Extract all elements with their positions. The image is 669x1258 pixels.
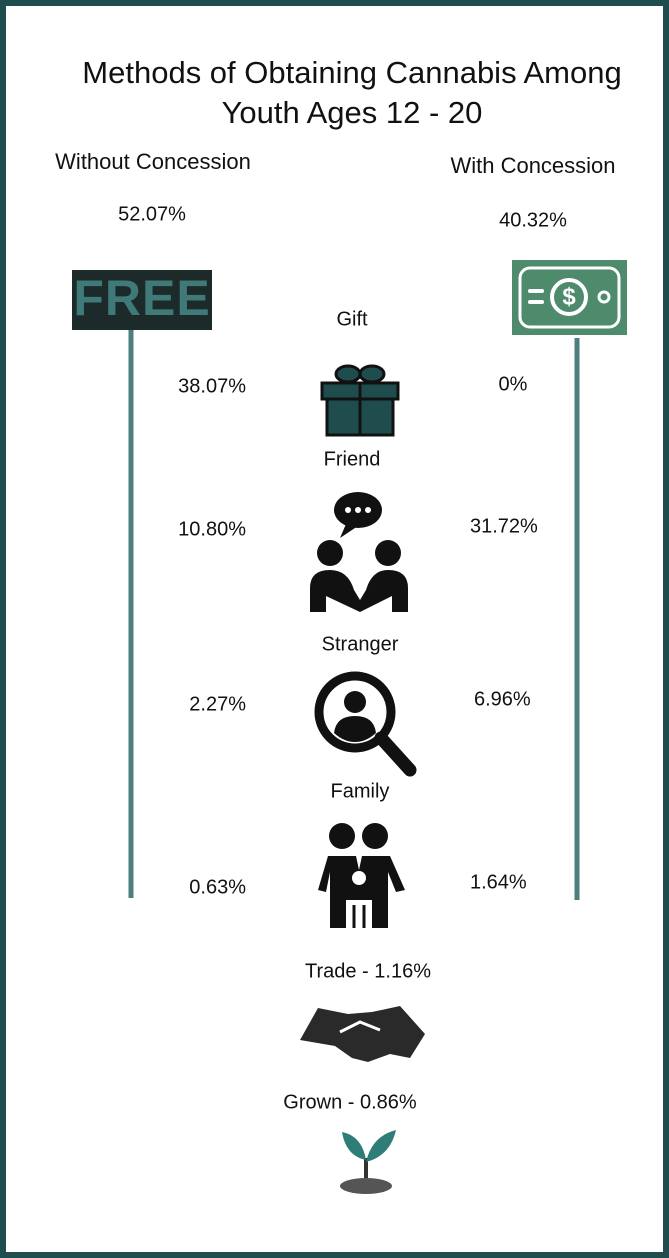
extra-label: Grown - 0.86% <box>283 1091 417 1113</box>
money-coin <box>550 278 588 316</box>
money-dash <box>528 300 544 304</box>
row-label: Friend <box>324 448 381 470</box>
right-value: 31.72% <box>470 515 538 537</box>
money-dash <box>528 289 544 293</box>
extra-label: Trade - 1.16% <box>305 960 431 982</box>
right-heading: With Concession <box>450 153 615 178</box>
free-sign-text: FREE <box>73 270 210 326</box>
left-value: 38.07% <box>178 375 246 397</box>
left-heading: Without Concession <box>55 149 251 174</box>
title: Methods of Obtaining Cannabis Among <box>82 55 621 90</box>
row-label: Gift <box>336 308 368 330</box>
title: Youth Ages 12 - 20 <box>222 95 483 130</box>
row-label: Stranger <box>322 633 399 655</box>
right-value: 0% <box>499 373 528 395</box>
stranger-icon <box>314 671 417 777</box>
handshake-icon <box>300 1006 425 1062</box>
left-value: 10.80% <box>178 518 246 540</box>
gift-icon <box>320 364 400 437</box>
family-icon <box>318 823 405 928</box>
left-total: 52.07% <box>118 203 186 225</box>
right-value: 6.96% <box>474 688 531 710</box>
friend-icon <box>310 492 408 612</box>
plant-icon <box>340 1130 396 1194</box>
left-value: 2.27% <box>189 693 246 715</box>
right-total: 40.32% <box>499 209 567 231</box>
money-border <box>518 266 621 329</box>
money-dot <box>597 290 611 304</box>
left-value: 0.63% <box>189 876 246 898</box>
right-value: 1.64% <box>470 871 527 893</box>
row-label: Family <box>331 780 390 802</box>
free-sign <box>72 270 212 330</box>
money-symbol: $ <box>562 283 576 310</box>
